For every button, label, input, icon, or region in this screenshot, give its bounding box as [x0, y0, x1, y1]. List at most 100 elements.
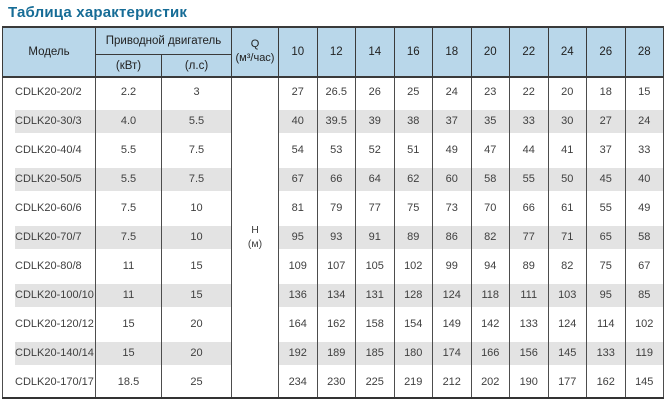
q-header-unit: (м³/час): [235, 52, 275, 64]
head-value-cell: 70: [470, 194, 510, 223]
model-cell: CDLK20-20/2: [2, 77, 96, 107]
model-cell: CDLK20-100/10: [2, 281, 96, 310]
head-value-cell: 53: [316, 136, 356, 165]
table-row: CDLK20-80/8 11 15 109 107 105 102 99 94 89 82 75 67: [2, 252, 664, 281]
head-value-cell: 25: [393, 77, 433, 107]
head-value-cell: 66: [316, 165, 356, 194]
head-value-cell: 75: [393, 194, 433, 223]
head-value-cell: 86: [432, 223, 472, 252]
head-value-cell: 67: [278, 165, 318, 194]
head-value-cell: 145: [624, 368, 664, 398]
head-value-cell: 75: [586, 252, 626, 281]
table-row: CDLK20-70/7 7.5 10 95 93 91 89 86 82 77 71 65 58: [2, 223, 664, 252]
power-kw-cell: 5.5: [95, 165, 162, 194]
head-value-cell: 192: [278, 339, 318, 368]
head-value-cell: 27: [586, 107, 626, 136]
head-value-cell: 45: [586, 165, 626, 194]
column-header-flow: 12: [316, 26, 356, 78]
head-value-cell: 202: [470, 368, 510, 398]
head-value-cell: 230: [316, 368, 356, 398]
head-value-cell: 164: [278, 310, 318, 339]
head-value-cell: 50: [547, 165, 587, 194]
head-value-cell: 18: [586, 77, 626, 107]
table-row: CDLK20-170/17 18.5 25 234 230 225 219 212 202 190…: [2, 368, 664, 398]
power-kw-cell: 7.5: [95, 194, 162, 223]
q-header-symbol: Q: [250, 38, 260, 51]
power-hp-cell: 15: [161, 281, 232, 310]
model-cell: CDLK20-30/3: [2, 107, 96, 136]
head-value-cell: 41: [547, 136, 587, 165]
head-value-cell: 71: [547, 223, 587, 252]
power-hp-cell: 15: [161, 252, 232, 281]
power-kw-cell: 5.5: [95, 136, 162, 165]
head-value-cell: 52: [355, 136, 395, 165]
model-cell: CDLK20-120/12: [2, 310, 96, 339]
head-value-cell: 162: [586, 368, 626, 398]
power-kw-cell: 15: [95, 310, 162, 339]
head-value-cell: 39.5: [316, 107, 356, 136]
head-value-cell: 40: [278, 107, 318, 136]
head-value-cell: 102: [393, 252, 433, 281]
head-value-cell: 55: [586, 194, 626, 223]
head-value-cell: 81: [278, 194, 318, 223]
power-hp-cell: 10: [161, 194, 232, 223]
head-value-cell: 177: [547, 368, 587, 398]
head-value-cell: 82: [547, 252, 587, 281]
head-value-cell: 91: [355, 223, 395, 252]
head-value-cell: 64: [355, 165, 395, 194]
model-cell: CDLK20-40/4: [2, 136, 96, 165]
head-value-cell: 107: [316, 252, 356, 281]
head-value-cell: 145: [547, 339, 587, 368]
head-value-cell: 180: [393, 339, 433, 368]
head-value-cell: 49: [432, 136, 472, 165]
model-cell: CDLK20-70/7: [2, 223, 96, 252]
head-value-cell: 189: [316, 339, 356, 368]
power-kw-cell: 18.5: [95, 368, 162, 398]
head-value-cell: 37: [586, 136, 626, 165]
head-value-cell: 67: [624, 252, 664, 281]
head-value-cell: 30: [547, 107, 587, 136]
head-value-cell: 51: [393, 136, 433, 165]
head-value-cell: 24: [624, 107, 664, 136]
head-value-cell: 89: [393, 223, 433, 252]
head-value-cell: 58: [624, 223, 664, 252]
head-value-cell: 142: [470, 310, 510, 339]
head-value-cell: 234: [278, 368, 318, 398]
head-value-cell: 85: [624, 281, 664, 310]
head-value-cell: 39: [355, 107, 395, 136]
head-value-cell: 79: [316, 194, 356, 223]
column-header-flow: 18: [432, 26, 472, 78]
characteristics-table: Модель Приводной двигатель Q (м³/час) 10…: [2, 26, 664, 399]
head-value-cell: 82: [470, 223, 510, 252]
model-cell: CDLK20-50/5: [2, 165, 96, 194]
head-value-cell: 212: [432, 368, 472, 398]
column-header-flow: 20: [470, 26, 510, 78]
head-value-cell: 77: [355, 194, 395, 223]
head-value-cell: 66: [509, 194, 549, 223]
head-value-cell: 114: [586, 310, 626, 339]
column-header-q: Q (м³/час): [231, 26, 279, 78]
table-row: CDLK20-40/4 5.5 7.5 54 53 52 51 49 47 44 41 37 33: [2, 136, 664, 165]
head-value-cell: 174: [432, 339, 472, 368]
head-value-cell: 54: [278, 136, 318, 165]
column-header-flow: 28: [624, 26, 664, 78]
head-value-cell: 124: [547, 310, 587, 339]
power-hp-cell: 25: [161, 368, 232, 398]
head-value-cell: 33: [624, 136, 664, 165]
column-header-flow: 14: [355, 26, 395, 78]
power-kw-cell: 7.5: [95, 223, 162, 252]
head-value-cell: 136: [278, 281, 318, 310]
power-hp-cell: 20: [161, 339, 232, 368]
head-value-cell: 35: [470, 107, 510, 136]
head-value-cell: 15: [624, 77, 664, 107]
model-cell: CDLK20-140/14: [2, 339, 96, 368]
table-row: CDLK20-140/14 15 20 192 189 185 180 174 166 156 14…: [2, 339, 664, 368]
power-hp-cell: 3: [161, 77, 232, 107]
table-header: Модель Приводной двигатель Q (м³/час) 10…: [2, 26, 664, 78]
power-kw-cell: 11: [95, 281, 162, 310]
head-value-cell: 94: [470, 252, 510, 281]
head-value-cell: 158: [355, 310, 395, 339]
model-cell: CDLK20-170/17: [2, 368, 96, 398]
head-value-cell: 20: [547, 77, 587, 107]
head-value-cell: 60: [432, 165, 472, 194]
